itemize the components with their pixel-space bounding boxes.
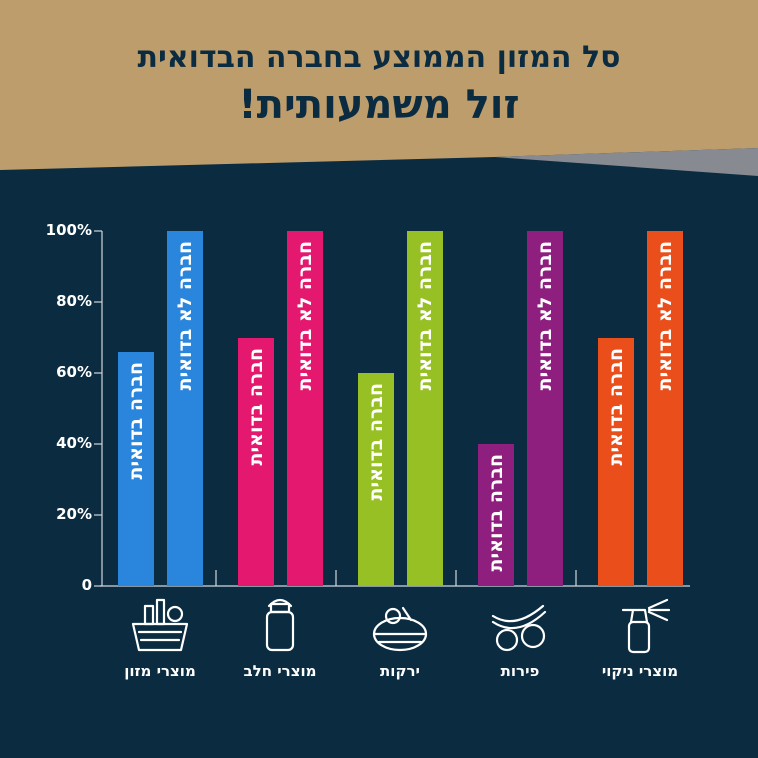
category-label: ירקות (380, 662, 420, 680)
bar-bedouin: חברה בדואית (358, 373, 394, 586)
category-label: פירות (500, 662, 540, 680)
vegetable-basket-icon (372, 606, 428, 652)
y-tick-label: 40% (56, 434, 92, 452)
bar-bedouin: חברה בדואית (598, 337, 634, 586)
bar-label: חברה לא בדואית (534, 241, 556, 391)
bar-label: חברה בדואית (125, 361, 147, 480)
bar-non-bedouin: חברה לא בדואית (647, 231, 683, 586)
bar-bedouin: חברה בדואית (478, 444, 514, 586)
bar-bedouin: חברה בדואית (238, 337, 274, 586)
fruits-icon (491, 604, 547, 652)
y-tick-label: 60% (56, 363, 92, 381)
milk-can-icon (265, 598, 295, 652)
y-tick-label: 0 (81, 576, 92, 594)
category-label: מוצרי חלב (243, 662, 317, 680)
spray-bottle-icon (621, 598, 671, 654)
category-label: מוצרי ניקוי (601, 662, 679, 680)
bar-non-bedouin: חברה לא בדואית (527, 231, 563, 586)
bar-bedouin: חברה בדואית (118, 351, 154, 586)
bar-label: חברה לא בדואית (414, 241, 436, 391)
bar-non-bedouin: חברה לא בדואית (167, 231, 203, 586)
bar-label: חברה בדואית (605, 347, 627, 465)
bar-non-bedouin: חברה לא בדואית (407, 231, 443, 586)
bar-non-bedouin: חברה לא בדואית (287, 231, 323, 586)
y-tick-label: 20% (56, 505, 92, 523)
y-tick-label: 100% (45, 221, 92, 239)
bar-label: חברה בדואית (245, 347, 267, 465)
y-tick-label: 80% (56, 292, 92, 310)
bar-label: חברה בדואית (365, 383, 387, 501)
header-wedge (495, 148, 758, 176)
bar-label: חברה לא בדואית (174, 241, 196, 391)
bar-label: חברה לא בדואית (294, 241, 316, 391)
shopping-basket-icon (131, 598, 189, 652)
bar-label: חברה בדואית (485, 454, 507, 572)
header-band (0, 0, 758, 170)
category-label: מוצרי מזון (124, 662, 196, 680)
title-line-1: סל המזון הממוצע בחברה הבדואית (137, 40, 621, 75)
title-line-2: זול משמעותית! (238, 82, 520, 128)
bar-label: חברה לא בדואית (654, 241, 676, 391)
